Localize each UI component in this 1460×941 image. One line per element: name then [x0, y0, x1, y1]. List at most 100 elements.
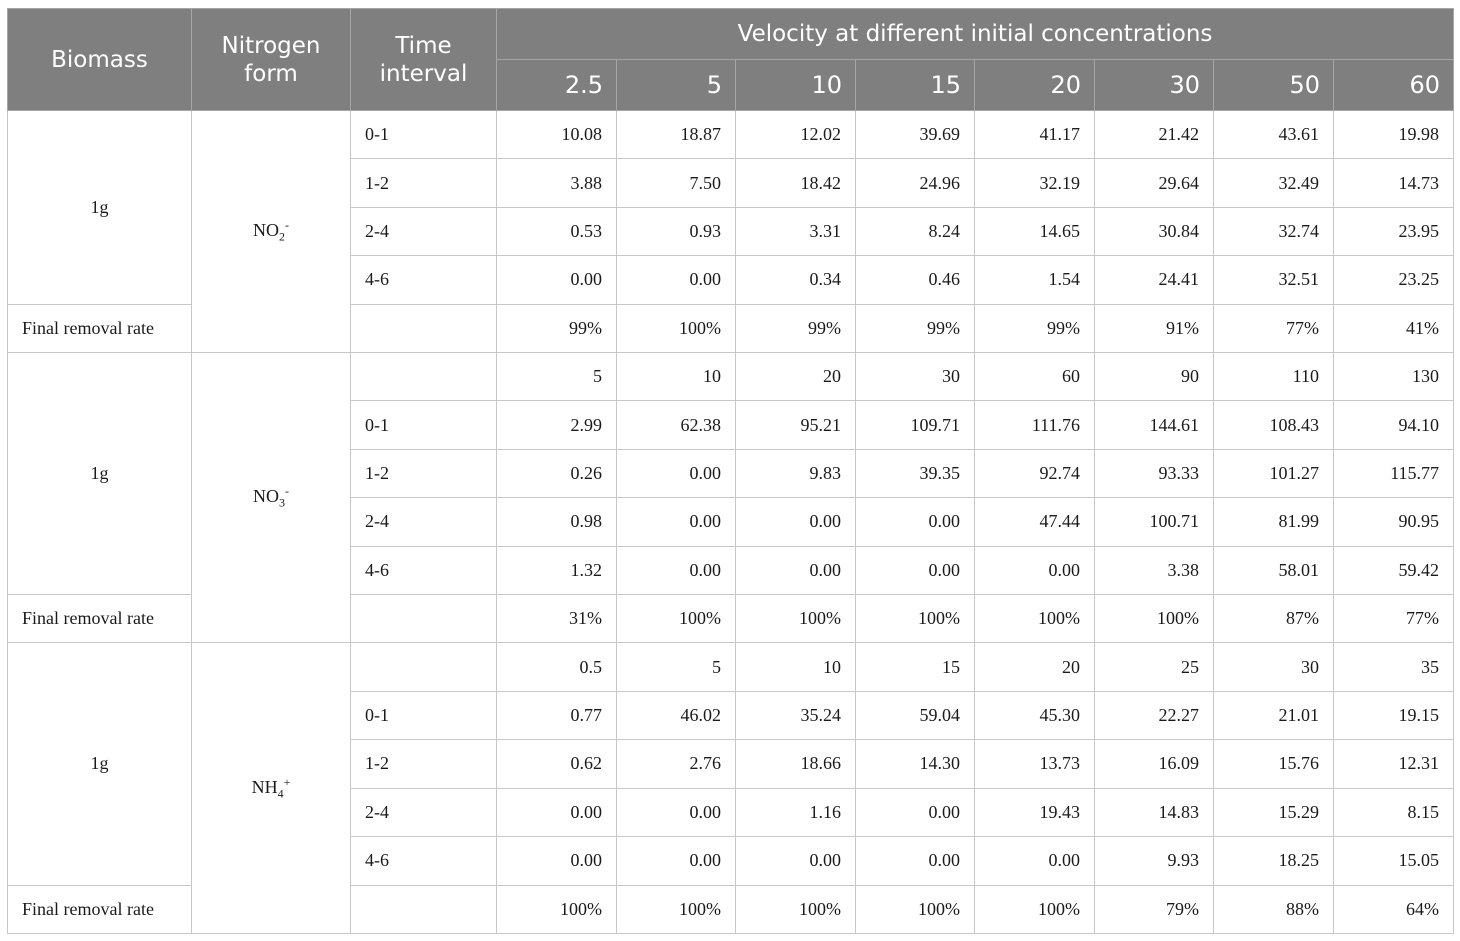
removal-rate-cell: 100% — [855, 884, 975, 934]
value-cell: 0.00 — [855, 836, 975, 886]
value-cell: 21.42 — [1094, 109, 1214, 160]
value-cell: 13.73 — [974, 739, 1095, 789]
time-interval-cell: 0-1 — [350, 690, 497, 741]
removal-rate-row: Final removal rate 99% 100% 99% 99% 99% 91% 77%… — [7, 303, 1455, 354]
value-cell: 43.61 — [1213, 109, 1334, 160]
time-interval-cell: 1-2 — [350, 739, 497, 789]
value-cell: 14.83 — [1094, 787, 1214, 838]
value-cell: 0.00 — [616, 836, 736, 886]
concentration-row: 1g NO3- 5 10 20 30 60 90 110 130 — [7, 352, 1455, 644]
removal-rate-cell: 88% — [1213, 884, 1334, 934]
table-row: 4-6 1.32 0.00 0.00 0.00 0.00 3.38 58.01 59.42 — [8, 545, 1455, 596]
nitrogen-form-base: NH — [251, 776, 278, 797]
value-cell: 0.00 — [616, 545, 736, 596]
value-cell: 0.46 — [855, 255, 975, 305]
value-cell: 0.00 — [496, 787, 617, 838]
header-time-interval: Time interval — [350, 8, 497, 111]
nitrogen-form-subscript: 4 — [277, 786, 284, 801]
value-cell: 90.95 — [1332, 497, 1455, 547]
value-cell: 39.35 — [855, 448, 975, 499]
value-cell: 24.96 — [855, 158, 975, 208]
value-cell: 23.95 — [1332, 206, 1455, 257]
concentration-cell: 110 — [1213, 352, 1334, 402]
value-cell: 46.02 — [616, 690, 736, 741]
value-cell: 12.31 — [1332, 739, 1455, 789]
biomass-cell: 1g — [7, 352, 192, 596]
value-cell: 108.43 — [1213, 400, 1334, 450]
time-interval-cell — [350, 594, 497, 644]
nitrogen-form-charge: + — [283, 774, 291, 789]
removal-rate-cell: 79% — [1094, 884, 1214, 934]
concentration-cell: 30 — [1213, 642, 1334, 692]
table-body: 1g NO2- 0-1 10.08 18.87 12.02 39.69 41.17 21.42 4… — [7, 109, 1455, 934]
header-concentration: 5 — [616, 59, 736, 111]
removal-rate-row: Final removal rate 31% 100% 100% 100% 100% 100… — [7, 594, 1455, 644]
table-row: 0-1 2.99 62.38 95.21 109.71 111.76 144.61 108.4… — [8, 400, 1455, 450]
removal-rate-cell: 77% — [1332, 594, 1455, 644]
time-interval-cell: 0-1 — [350, 400, 497, 450]
value-cell: 3.38 — [1094, 545, 1214, 596]
value-cell: 16.09 — [1094, 739, 1214, 789]
value-cell: 0.34 — [735, 255, 856, 305]
nitrogen-form-charge: - — [285, 218, 289, 233]
table-row: 1-2 3.88 7.50 18.42 24.96 32.19 29.64 32.49 14.7… — [8, 158, 1455, 208]
value-cell: 18.66 — [735, 739, 856, 789]
removal-rate-cell: 100% — [616, 884, 736, 934]
value-cell: 0.00 — [616, 497, 736, 547]
value-cell: 32.49 — [1213, 158, 1334, 208]
concentration-cell: 5 — [616, 642, 736, 692]
time-interval-cell — [350, 884, 497, 934]
concentration-cell: 20 — [974, 642, 1095, 692]
value-cell: 59.42 — [1332, 545, 1455, 596]
header-concentration: 10 — [735, 59, 856, 111]
value-cell: 1.32 — [496, 545, 617, 596]
value-cell: 111.76 — [974, 400, 1095, 450]
value-cell: 109.71 — [855, 400, 975, 450]
concentration-cell: 90 — [1094, 352, 1214, 402]
value-cell: 0.62 — [496, 739, 617, 789]
removal-rate-cell: 99% — [855, 303, 975, 354]
value-cell: 22.27 — [1094, 690, 1214, 741]
time-interval-cell — [350, 642, 497, 692]
value-cell: 0.00 — [496, 255, 617, 305]
concentration-cell: 60 — [974, 352, 1095, 402]
value-cell: 95.21 — [735, 400, 856, 450]
value-cell: 32.51 — [1213, 255, 1334, 305]
value-cell: 21.01 — [1213, 690, 1334, 741]
value-cell: 7.50 — [616, 158, 736, 208]
value-cell: 0.00 — [735, 497, 856, 547]
removal-rate-cell: 100% — [735, 884, 856, 934]
value-cell: 8.24 — [855, 206, 975, 257]
table-row: 1g NO2- 0-1 10.08 18.87 12.02 39.69 41.17 21.42 4… — [7, 109, 1455, 354]
biomass-cell: 1g — [7, 642, 192, 886]
value-cell: 18.42 — [735, 158, 856, 208]
value-cell: 0.26 — [496, 448, 617, 499]
value-cell: 0.98 — [496, 497, 617, 547]
time-interval-cell: 2-4 — [350, 787, 497, 838]
value-cell: 15.05 — [1332, 836, 1455, 886]
removal-rate-cell: 99% — [496, 303, 617, 354]
value-cell: 0.00 — [735, 545, 856, 596]
value-cell: 81.99 — [1213, 497, 1334, 547]
value-cell: 35.24 — [735, 690, 856, 741]
value-cell: 1.54 — [974, 255, 1095, 305]
removal-rate-cell: 100% — [974, 884, 1095, 934]
removal-rate-cell: 100% — [616, 303, 736, 354]
nitrogen-form-subscript: 3 — [279, 496, 285, 511]
concentration-row: 1g NH4+ 0.5 5 10 15 20 25 30 35 — [7, 642, 1455, 934]
removal-rate-cell: 64% — [1332, 884, 1455, 934]
time-interval-cell: 0-1 — [350, 109, 497, 160]
header-concentration: 20 — [974, 59, 1095, 111]
value-cell: 29.64 — [1094, 158, 1214, 208]
table-row: 1-2 0.26 0.00 9.83 39.35 92.74 93.33 101.27 115.… — [8, 448, 1455, 499]
time-interval-cell: 4-6 — [350, 836, 497, 886]
removal-rate-cell: 77% — [1213, 303, 1334, 354]
value-cell: 32.19 — [974, 158, 1095, 208]
table-row: 4-6 0.00 0.00 0.34 0.46 1.54 24.41 32.51 23.25 — [8, 255, 1455, 305]
table-row: 4-6 0.00 0.00 0.00 0.00 0.00 9.93 18.25 15.05 — [8, 836, 1455, 886]
value-cell: 24.41 — [1094, 255, 1214, 305]
value-cell: 41.17 — [974, 109, 1095, 160]
removal-rate-cell: 41% — [1332, 303, 1455, 354]
concentration-cell: 35 — [1332, 642, 1455, 692]
concentration-cell: 10 — [735, 642, 856, 692]
